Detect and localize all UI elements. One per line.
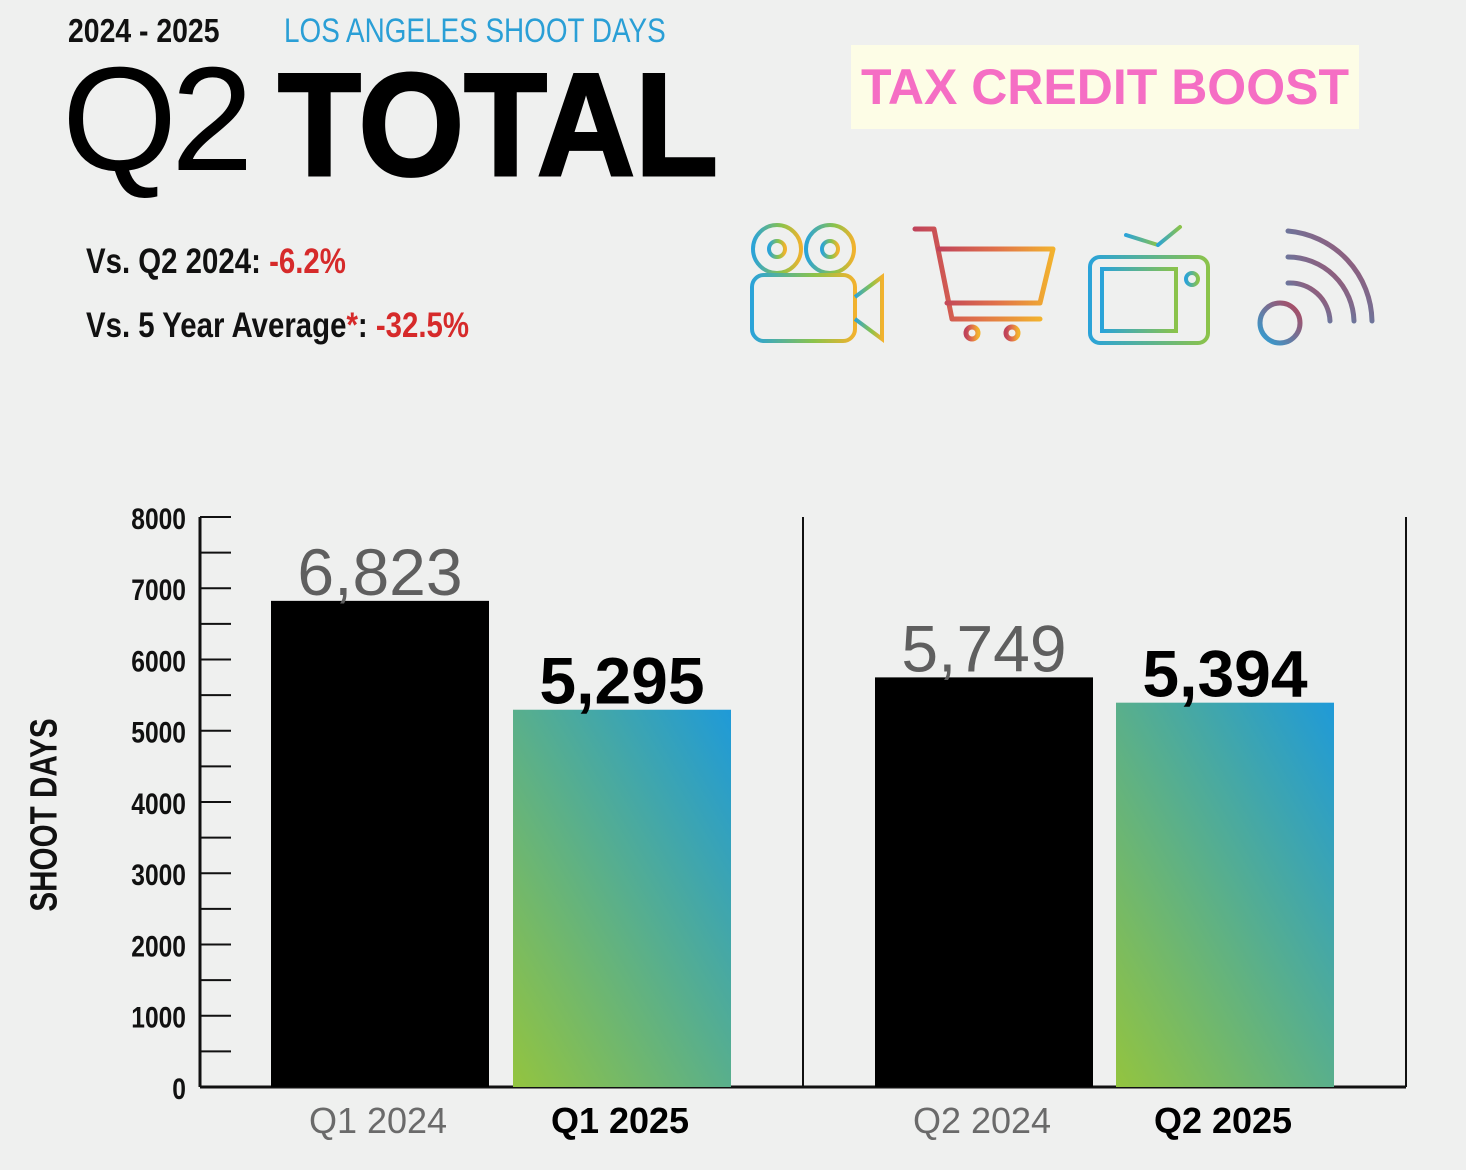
bar-q1-2025 <box>513 709 731 1087</box>
y-tick-label: 3000 <box>131 858 186 892</box>
bar-q2-2024 <box>875 677 1093 1087</box>
bar-value-label: 6,823 <box>297 535 462 609</box>
broadcast-signal-icon <box>1257 228 1375 346</box>
stat-vs-average-label: Vs. 5 Year Average <box>86 306 347 345</box>
y-tick-label: 5000 <box>131 715 186 749</box>
y-tick-label: 7000 <box>131 573 186 607</box>
tax-credit-badge-text: TAX CREDIT BOOST <box>861 59 1349 115</box>
x-category-label: Q2 2024 <box>913 1100 1051 1141</box>
shopping-cart-icon <box>912 226 1056 342</box>
bar-value-label: 5,295 <box>539 644 704 718</box>
footnote-star: * <box>346 306 358 345</box>
bar-value-label: 5,394 <box>1142 637 1307 711</box>
years-label: 2024 - 2025 <box>68 12 220 49</box>
stat-vs-q2-value: -6.2% <box>269 242 346 281</box>
y-tick-label: 1000 <box>131 1000 186 1034</box>
media-icons <box>750 223 1375 346</box>
stat-vs-q2: Vs. Q2 2024: -6.2% <box>86 242 346 281</box>
y-tick-label: 8000 <box>131 502 186 536</box>
quarter-title: Q2 <box>62 37 253 202</box>
tax-credit-badge: TAX CREDIT BOOST <box>851 45 1359 129</box>
bar-q2-2025 <box>1116 702 1334 1087</box>
stat-vs-q2-label: Vs. Q2 2024 <box>86 242 252 281</box>
y-tick-label: 4000 <box>131 787 186 821</box>
bar-value-label: 5,749 <box>901 611 1066 685</box>
film-camera-icon <box>750 223 884 343</box>
total-title: TOTAL <box>277 43 720 206</box>
y-tick-label: 0 <box>172 1072 186 1106</box>
chart-labels: 0 1000 2000 3000 4000 5000 6000 7000 8000 6,823 Q1… <box>131 502 1308 1141</box>
bar-q1-2024 <box>271 600 489 1087</box>
stat-vs-average: Vs. 5 Year Average*: -32.5% <box>86 306 470 345</box>
stat-vs-average-value: -32.5% <box>375 306 470 345</box>
y-tick-label: 2000 <box>131 929 186 963</box>
x-category-label: Q1 2025 <box>551 1100 689 1141</box>
y-tick-label: 6000 <box>131 644 186 678</box>
x-category-label: Q1 2024 <box>309 1100 447 1141</box>
subtitle: LOS ANGELES SHOOT DAYS <box>284 12 666 50</box>
x-category-label: Q2 2025 <box>1154 1100 1292 1141</box>
chart-bars <box>271 600 1334 1087</box>
television-icon <box>1088 225 1210 345</box>
